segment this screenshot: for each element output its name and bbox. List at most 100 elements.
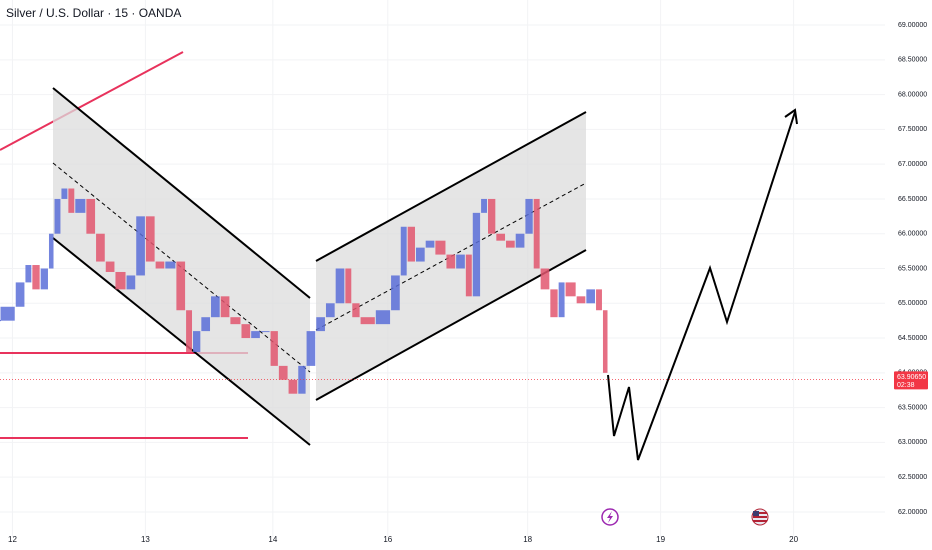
candle xyxy=(165,261,176,269)
candle xyxy=(540,268,550,290)
candle xyxy=(105,261,115,272)
candle xyxy=(48,233,54,269)
candle xyxy=(201,317,211,332)
candle xyxy=(415,247,425,262)
x-tick-label: 19 xyxy=(656,535,665,544)
candle xyxy=(186,310,193,352)
last-price-label: 63.90650 xyxy=(897,374,926,381)
candle xyxy=(288,379,298,394)
candle xyxy=(550,289,558,318)
candle xyxy=(352,303,360,318)
candle xyxy=(32,265,40,290)
y-tick-label: 69.00000 xyxy=(898,22,927,29)
candle xyxy=(558,282,565,318)
candle xyxy=(533,198,540,269)
y-tick-label: 62.00000 xyxy=(898,509,927,516)
candle xyxy=(306,331,316,366)
candle xyxy=(375,310,391,325)
y-tick-label: 62.50000 xyxy=(898,474,927,481)
event-icons xyxy=(601,508,769,526)
candle xyxy=(360,317,375,325)
channel-line xyxy=(52,237,311,446)
x-tick-label: 16 xyxy=(383,535,392,544)
y-tick-label: 67.50000 xyxy=(898,126,927,133)
candle xyxy=(270,331,278,366)
candle xyxy=(176,261,186,311)
flag-stripe xyxy=(753,516,767,518)
candle xyxy=(126,275,136,290)
projection-path xyxy=(607,111,796,461)
candle xyxy=(316,317,325,332)
y-tick-label: 68.50000 xyxy=(898,57,927,64)
candle xyxy=(335,268,345,304)
candle xyxy=(251,331,260,339)
chart-title: Silver / U.S. Dollar · 15 · OANDA xyxy=(6,6,181,20)
candle xyxy=(61,188,68,199)
candle xyxy=(0,306,15,321)
candle xyxy=(407,226,415,262)
candle xyxy=(25,265,32,283)
axes: 62.0000062.5000063.0000063.5000064.00000… xyxy=(0,22,928,544)
channel-line xyxy=(52,87,311,299)
candle xyxy=(75,198,86,213)
arrow-head xyxy=(784,108,798,125)
y-tick-label: 66.50000 xyxy=(898,196,927,203)
candle xyxy=(136,216,145,276)
candle xyxy=(472,212,481,297)
candle xyxy=(193,331,201,352)
candle xyxy=(525,198,533,234)
x-tick-label: 14 xyxy=(268,535,277,544)
candle xyxy=(465,254,472,297)
candle xyxy=(68,188,75,213)
candle xyxy=(602,310,608,373)
candle xyxy=(40,268,48,290)
channel-line xyxy=(315,111,587,262)
candle xyxy=(596,289,602,311)
x-tick-label: 13 xyxy=(141,535,150,544)
candle xyxy=(220,296,230,318)
candle xyxy=(481,198,488,213)
candle xyxy=(506,240,515,248)
y-tick-label: 65.00000 xyxy=(898,300,927,307)
channel-mid xyxy=(52,162,311,373)
candle xyxy=(96,233,105,262)
candle xyxy=(241,324,251,339)
channel-mid xyxy=(315,182,587,331)
candle xyxy=(345,268,352,304)
last-price-box xyxy=(894,371,928,390)
candle xyxy=(54,198,61,234)
y-tick-label: 65.50000 xyxy=(898,265,927,272)
countdown-label: 02:38 xyxy=(897,382,915,389)
y-tick-label: 63.00000 xyxy=(898,439,927,446)
candle xyxy=(145,216,155,262)
candle xyxy=(86,198,96,234)
y-tick-label: 63.50000 xyxy=(898,404,927,411)
y-tick-label: 64.50000 xyxy=(898,335,927,342)
candle xyxy=(278,365,288,380)
candle xyxy=(391,275,400,311)
candle xyxy=(400,226,407,276)
candle xyxy=(155,261,165,269)
candle xyxy=(115,271,126,290)
candle xyxy=(230,317,241,325)
trend-line xyxy=(0,51,184,151)
candle xyxy=(488,198,496,234)
candles xyxy=(0,188,608,394)
candle xyxy=(446,254,456,269)
flag-stripe xyxy=(753,512,767,514)
event-icon-bolt xyxy=(607,511,613,523)
y-tick-label: 68.00000 xyxy=(898,91,927,98)
candle xyxy=(260,331,270,333)
x-tick-label: 18 xyxy=(523,535,532,544)
flag-stripe xyxy=(753,520,767,522)
y-tick-label: 67.00000 xyxy=(898,161,927,168)
candle xyxy=(576,296,586,304)
candle xyxy=(425,240,435,248)
candle xyxy=(565,282,576,297)
candle xyxy=(496,233,506,241)
candle xyxy=(325,303,335,318)
candle xyxy=(435,240,446,255)
candle xyxy=(15,282,25,307)
flag-canton xyxy=(753,511,759,516)
